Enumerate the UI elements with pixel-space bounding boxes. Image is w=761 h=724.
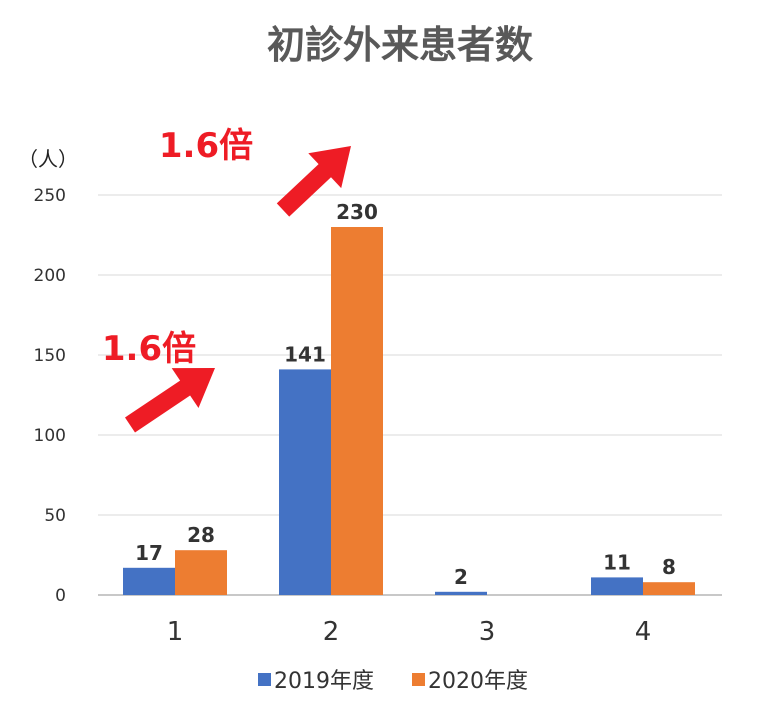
bar-2019年度-4 <box>591 577 643 595</box>
bar-2019年度-3 <box>435 591 487 595</box>
data-labels: 17 28 141 230 2 11 8 <box>135 200 676 589</box>
legend-label: 2019年度 <box>274 669 374 694</box>
bar-2019年度-1 <box>123 567 175 595</box>
bars <box>123 227 695 595</box>
x-tick-label: 2 <box>323 617 340 647</box>
data-label: 28 <box>187 523 215 547</box>
x-tick-label: 3 <box>479 617 496 647</box>
data-label: 8 <box>662 555 676 579</box>
x-tick-label: 4 <box>635 617 652 647</box>
x-tick-label: 1 <box>167 617 184 647</box>
bar-2020年度-2 <box>331 227 383 595</box>
data-label: 141 <box>284 342 326 366</box>
data-label: 230 <box>336 200 378 224</box>
annotations: 1.6倍 1.6倍 <box>102 126 351 433</box>
bar-2019年度-2 <box>279 369 331 595</box>
x-tick-labels: 1 2 3 4 <box>167 617 652 647</box>
legend-swatch <box>412 673 425 686</box>
annotation-label: 1.6倍 <box>102 329 196 369</box>
data-label: 11 <box>603 550 631 574</box>
y-tick-label: 100 <box>34 426 66 446</box>
legend-swatch <box>258 673 271 686</box>
bar-2020年度-4 <box>643 582 695 595</box>
y-tick-label: 50 <box>44 506 66 526</box>
annotation-label: 1.6倍 <box>159 126 253 166</box>
legend-label: 2020年度 <box>428 669 528 694</box>
data-label: 17 <box>135 541 163 565</box>
chart-title: 初診外来患者数 <box>267 23 533 67</box>
legend: 2019年度 2020年度 <box>258 669 528 694</box>
y-tick-label: 0 <box>55 586 66 606</box>
data-label: 2 <box>454 565 468 589</box>
bar-2020年度-1 <box>175 550 227 595</box>
y-tick-label: 150 <box>34 346 66 366</box>
y-tick-label: 200 <box>34 266 66 286</box>
y-tick-labels: 0 50 100 150 200 250 <box>34 186 66 606</box>
annotation-arrow-icon <box>276 146 351 217</box>
y-tick-label: 250 <box>34 186 66 206</box>
y-axis-unit-label: （人） <box>18 147 78 171</box>
annotation-arrow-icon <box>125 368 215 433</box>
